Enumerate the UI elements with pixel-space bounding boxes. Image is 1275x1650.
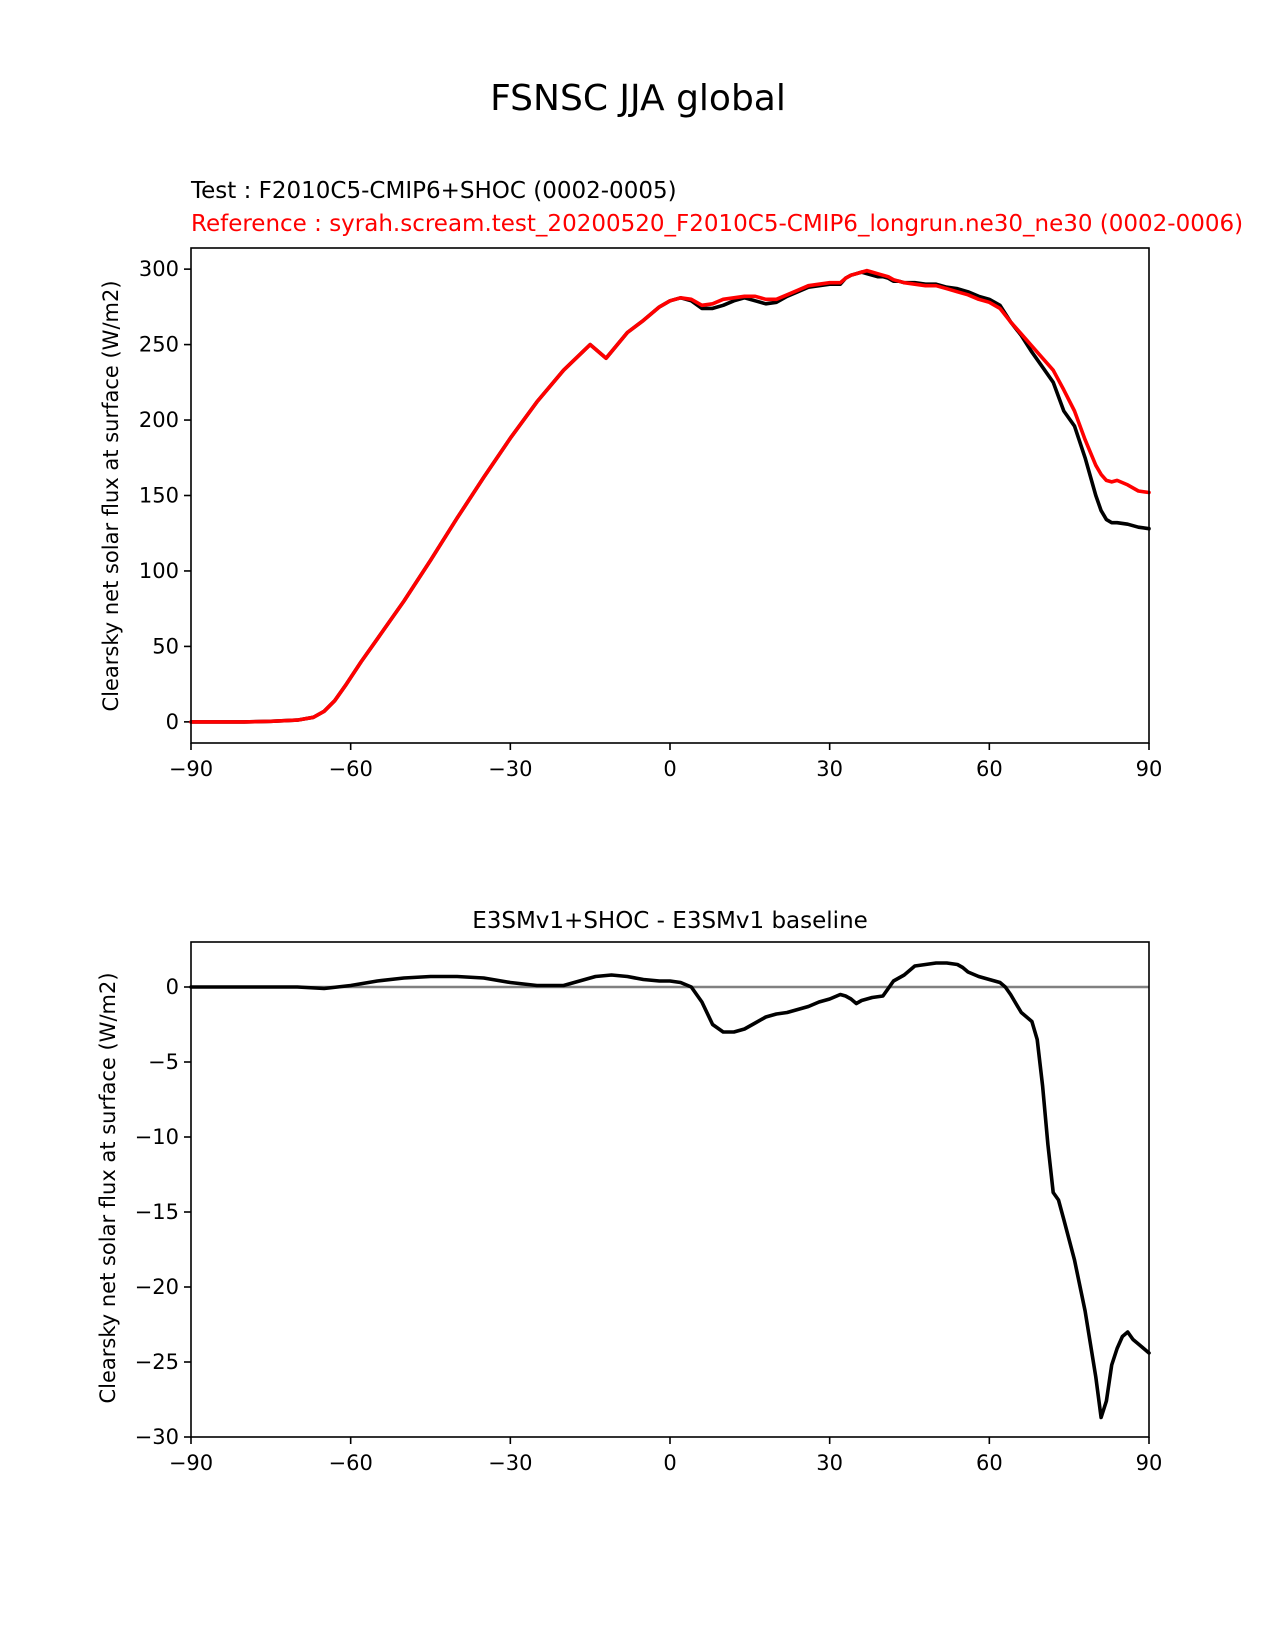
bottom-y-tick-label: −15 [135, 1200, 179, 1224]
top-y-tick-label: 250 [139, 333, 179, 357]
top-x-tick-label: −30 [488, 757, 532, 781]
top-series-reference-line [189, 268, 1151, 724]
top-series-group [189, 268, 1151, 724]
bottom-series-group [189, 961, 1151, 1420]
bottom-x-tick-label: 30 [816, 1451, 843, 1475]
bottom-y-tick-label: −5 [148, 1050, 179, 1074]
bottom-y-tick-label: −10 [135, 1125, 179, 1149]
bottom-axes-frame [190, 941, 1150, 1438]
top-tick-group: −90 −60 −30 0 30 60 90 0 50 100 150 200 250 300 [139, 257, 1162, 781]
bottom-x-tick-label: 0 [663, 1451, 676, 1475]
top-y-tick-label: 100 [139, 559, 179, 583]
top-y-tick-label: 300 [139, 257, 179, 281]
bottom-y-tick-label: −30 [135, 1425, 179, 1449]
bottom-x-tick-label: −60 [329, 1451, 373, 1475]
top-x-tick-label: 0 [663, 757, 676, 781]
bottom-y-tick-label: −20 [135, 1275, 179, 1299]
bottom-series-difference-line [189, 961, 1151, 1420]
bottom-x-tick-label: −30 [488, 1451, 532, 1475]
bottom-y-tick-label: −25 [135, 1350, 179, 1374]
bottom-x-tick-label: 90 [1136, 1451, 1163, 1475]
top-y-tick-label: 50 [152, 634, 179, 658]
legend-reference: Reference : syrah.scream.test_20200520_F… [191, 211, 1243, 237]
top-axes-frame [190, 247, 1150, 744]
top-x-tick-label: 30 [816, 757, 843, 781]
bottom-chart-title: E3SMv1+SHOC - E3SMv1 baseline [472, 908, 868, 934]
top-y-tick-label: 150 [139, 484, 179, 508]
bottom-y-axis-label: Clearsky net solar flux at surface (W/m2… [96, 972, 120, 1403]
top-chart: Test : F2010C5-CMIP6+SHOC (0002-0005) Re… [99, 178, 1243, 781]
legend-test: Test : F2010C5-CMIP6+SHOC (0002-0005) [190, 178, 677, 204]
top-y-tick-label: 0 [166, 710, 179, 734]
top-x-tick-label: 90 [1136, 757, 1163, 781]
top-y-axis-label: Clearsky net solar flux at surface (W/m2… [99, 280, 123, 711]
bottom-tick-group: −90 −60 −30 0 30 60 90 0 −5 −10 −15 −20 −25 −30 [135, 975, 1163, 1475]
bottom-chart: E3SMv1+SHOC - E3SMv1 baseline Clearsky n… [96, 908, 1162, 1475]
top-x-tick-label: −90 [169, 757, 213, 781]
bottom-x-tick-label: −90 [169, 1451, 213, 1475]
bottom-y-tick-label: 0 [166, 975, 179, 999]
top-x-tick-label: −60 [329, 757, 373, 781]
bottom-x-tick-label: 60 [976, 1451, 1003, 1475]
figure-title: FSNSC JJA global [490, 78, 786, 119]
top-y-tick-label: 200 [139, 408, 179, 432]
top-x-tick-label: 60 [976, 757, 1003, 781]
